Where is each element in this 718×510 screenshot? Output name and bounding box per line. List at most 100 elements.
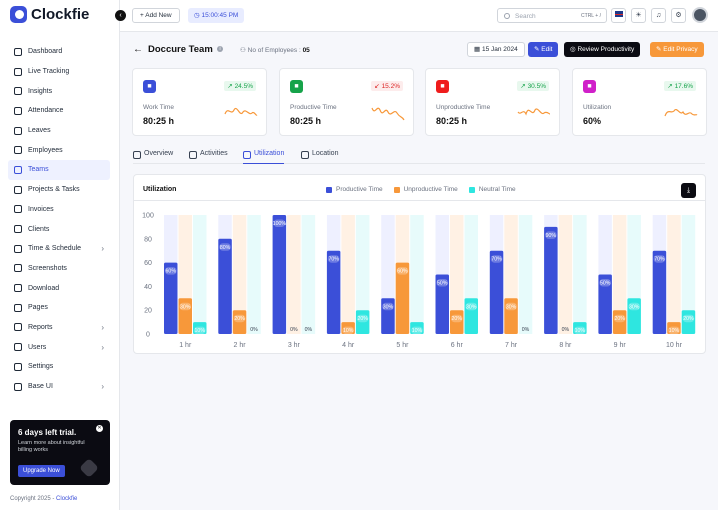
x-tick-label: 10 hr xyxy=(666,342,683,349)
trend-up-icon: ↗ xyxy=(227,83,235,90)
edit-privacy-button[interactable]: ✎ Edit Privacy xyxy=(650,42,704,57)
collapse-sidebar-button[interactable]: ‹ xyxy=(115,10,126,21)
data-label-pill xyxy=(356,314,369,323)
bar-background xyxy=(612,215,627,334)
topbar: + Add New ◷ 15:00:45 PM Search CTRL + / … xyxy=(120,0,718,32)
users-icon: ⚇ xyxy=(240,47,248,54)
language-button[interactable] xyxy=(611,8,626,23)
uk-flag-icon xyxy=(614,11,623,17)
review-productivity-button[interactable]: ◎ Review Productivity xyxy=(564,42,641,57)
tab-activities[interactable]: Activities xyxy=(189,150,228,164)
timer-badge[interactable]: ◷ 15:00:45 PM xyxy=(188,8,245,23)
copyright-brand-link[interactable]: Clockfie xyxy=(56,496,78,502)
chart-header: Utilization Productive Time Unproductive … xyxy=(134,175,705,201)
bar-productive-time xyxy=(544,226,558,334)
review-label: Review Productivity xyxy=(577,46,635,53)
legend-swatch xyxy=(393,186,400,193)
stat-change-value: 15.2% xyxy=(381,83,400,90)
stat-change-badge: ↗ 17.6% xyxy=(664,81,696,91)
theme-toggle-button[interactable]: ☀ xyxy=(631,8,646,23)
sidebar-item-projects-tasks[interactable]: Projects & Tasks xyxy=(8,180,110,200)
tab-utilization[interactable]: Utilization xyxy=(243,150,285,164)
sidebar-item-attendance[interactable]: Attendance xyxy=(8,101,110,121)
data-label-pill xyxy=(327,255,340,263)
edit-button[interactable]: ✎ Edit xyxy=(528,42,559,57)
legend-item-neutral-time[interactable]: Neutral Time xyxy=(468,186,516,193)
stat-card-work-time: ■ ↗ 24.5% Work Time 80:25 h xyxy=(132,68,267,136)
tab-label: Activities xyxy=(200,150,228,157)
sidebar-item-label: Insights xyxy=(28,87,53,95)
data-label-pill xyxy=(613,314,626,323)
sidebar-item-employees[interactable]: Employees xyxy=(8,140,110,160)
data-label: 30% xyxy=(180,304,191,310)
sidebar-item-screenshots[interactable]: Screenshots xyxy=(8,259,110,279)
bar-background xyxy=(410,215,424,334)
back-arrow-icon[interactable]: ← xyxy=(133,44,143,55)
sidebar-item-clients[interactable]: Clients xyxy=(8,219,110,239)
legend-item-unproductive-time[interactable]: Unproductive Time xyxy=(393,186,458,193)
sidebar-item-label: Base UI xyxy=(28,383,53,391)
stat-change-value: 30.5% xyxy=(527,83,546,90)
tab-location[interactable]: Location xyxy=(301,150,338,164)
avatar[interactable] xyxy=(692,7,708,23)
search-input[interactable]: Search CTRL + / xyxy=(497,8,607,23)
bar-background xyxy=(518,215,533,334)
data-label: 0% xyxy=(522,327,530,333)
sidebar-item-label: Live Tracking xyxy=(28,68,70,76)
close-icon[interactable]: ✕ xyxy=(96,425,103,432)
bar-background xyxy=(355,215,370,334)
legend-item-productive-time[interactable]: Productive Time xyxy=(326,186,383,193)
trend-up-icon: ↗ xyxy=(520,83,528,90)
settings-button[interactable]: ⚙ xyxy=(671,8,686,23)
stat-label: Utilization xyxy=(583,104,612,111)
data-label: 60% xyxy=(166,269,177,275)
data-label: 80% xyxy=(220,245,231,251)
stat-card-utilization: ■ ↗ 17.6% Utilization 60% xyxy=(572,68,707,136)
data-label: 20% xyxy=(452,316,463,322)
sidebar-item-pages[interactable]: Pages xyxy=(8,298,110,318)
stat-value: 80:25 h xyxy=(143,116,175,126)
sidebar-item-label: Projects & Tasks xyxy=(28,186,80,194)
sidebar-item-invoices[interactable]: Invoices xyxy=(8,200,110,220)
upgrade-button[interactable]: Upgrade Now xyxy=(18,465,65,477)
decorative-icon xyxy=(79,458,99,478)
data-label-pill xyxy=(411,326,423,335)
stat-change-value: 17.6% xyxy=(674,83,693,90)
date-picker[interactable]: ▦ 15 Jan 2024 xyxy=(467,42,525,57)
sidebar-item-leaves[interactable]: Leaves xyxy=(8,121,110,141)
sidebar-item-insights[interactable]: Insights xyxy=(8,81,110,101)
sidebar-item-settings[interactable]: Settings xyxy=(8,357,110,377)
sidebar: Clockfie Dashboard Live Tracking Insights A… xyxy=(0,0,120,510)
bar-productive-time xyxy=(652,250,667,334)
data-label-pill xyxy=(668,326,680,335)
data-label: 30% xyxy=(383,304,394,310)
info-icon[interactable]: i xyxy=(217,46,223,52)
add-new-button[interactable]: + Add New xyxy=(132,8,180,23)
reports-icon xyxy=(14,323,22,332)
notifications-button[interactable]: ♫ xyxy=(651,8,666,23)
sidebar-item-teams[interactable]: Teams xyxy=(8,160,110,180)
app-logo[interactable]: Clockfie xyxy=(10,6,89,23)
sidebar-item-time-schedule[interactable]: Time & Schedule › xyxy=(8,239,110,259)
trial-text: Learn more about insightful billing work… xyxy=(18,440,85,453)
tab-overview[interactable]: Overview xyxy=(133,150,173,164)
download-button[interactable]: ⤓ xyxy=(681,183,696,198)
stat-card-unproductive-time: ■ ↗ 30.5% Unproductive Time 80:25 h xyxy=(425,68,560,136)
data-label: 30% xyxy=(506,304,517,310)
chevron-right-icon: › xyxy=(101,322,104,332)
sidebar-item-reports[interactable]: Reports › xyxy=(8,318,110,338)
sidebar-item-dashboard[interactable]: Dashboard xyxy=(8,42,110,62)
bar-unproductive-time xyxy=(450,310,464,334)
data-label: 10% xyxy=(575,328,586,334)
sidebar-item-base-ui[interactable]: Base UI › xyxy=(8,377,110,397)
sidebar-item-users[interactable]: Users › xyxy=(8,337,110,357)
sparkline xyxy=(517,108,551,116)
pages-icon xyxy=(14,303,22,312)
data-label: 20% xyxy=(357,316,368,322)
main-content: ← Doccure Team i ⚇ No of Employees : 0 5 … xyxy=(120,32,718,510)
sidebar-item-live-tracking[interactable]: Live Tracking xyxy=(8,62,110,82)
tab-label: Utilization xyxy=(254,150,285,157)
bar-unproductive-time xyxy=(178,298,192,334)
bar-background xyxy=(301,215,316,334)
sidebar-item-download[interactable]: Download xyxy=(8,278,110,298)
